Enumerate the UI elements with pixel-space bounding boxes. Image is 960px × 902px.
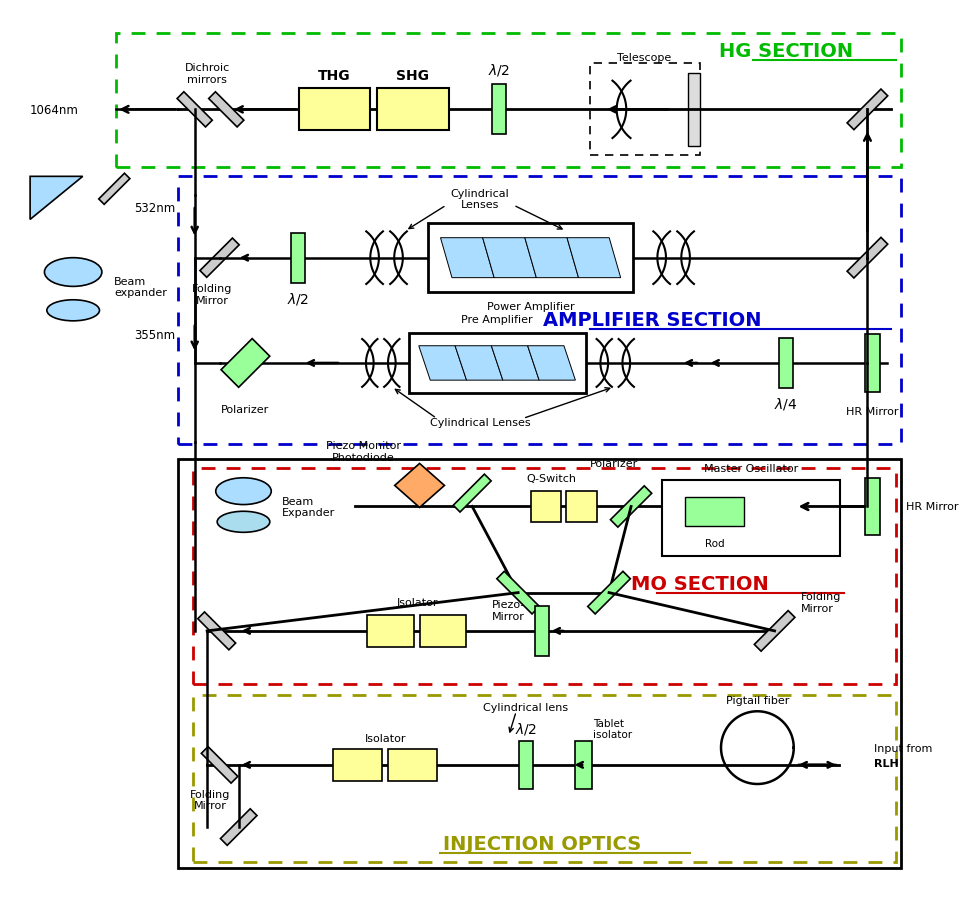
Text: Dichroic
mirrors: Dichroic mirrors — [184, 63, 229, 85]
Polygon shape — [30, 177, 83, 220]
Text: HG SECTION: HG SECTION — [719, 41, 853, 60]
Text: Cylindrical Lenses: Cylindrical Lenses — [429, 418, 530, 428]
Polygon shape — [847, 90, 888, 131]
Text: $\lambda$/2: $\lambda$/2 — [488, 62, 510, 78]
Text: AMPLIFIER SECTION: AMPLIFIER SECTION — [542, 311, 761, 330]
Text: Pre Amplifier: Pre Amplifier — [461, 315, 533, 325]
Text: $\lambda$/4: $\lambda$/4 — [775, 396, 798, 411]
Polygon shape — [221, 809, 257, 845]
Polygon shape — [492, 346, 540, 381]
Bar — [575, 741, 591, 789]
Bar — [193, 695, 896, 862]
Text: 532nm: 532nm — [133, 202, 175, 216]
Polygon shape — [483, 238, 537, 279]
Bar — [688, 74, 700, 146]
Ellipse shape — [217, 511, 270, 533]
Text: HR Mirror: HR Mirror — [905, 502, 958, 512]
Polygon shape — [525, 238, 579, 279]
Ellipse shape — [216, 478, 272, 505]
Bar — [409, 334, 586, 393]
Polygon shape — [567, 238, 621, 279]
Bar — [428, 224, 634, 293]
Text: Folding
Mirror: Folding Mirror — [190, 788, 230, 810]
Polygon shape — [497, 572, 540, 614]
Text: Piezo-
Mirror: Piezo- Mirror — [492, 599, 525, 621]
Text: 355nm: 355nm — [134, 328, 175, 341]
Bar — [179, 459, 900, 869]
Bar — [531, 492, 562, 522]
Text: Cylindrical
Lenses: Cylindrical Lenses — [450, 189, 509, 210]
Text: Input from: Input from — [875, 743, 932, 753]
Polygon shape — [198, 612, 235, 650]
Text: Master Oscillator: Master Oscillator — [704, 464, 798, 474]
Bar — [779, 338, 793, 389]
Polygon shape — [208, 93, 244, 128]
Text: Folding
Mirror: Folding Mirror — [801, 592, 841, 613]
Polygon shape — [221, 339, 270, 388]
Polygon shape — [847, 238, 888, 279]
Text: Power Amplifier: Power Amplifier — [487, 301, 574, 311]
Bar — [865, 335, 880, 392]
Polygon shape — [588, 572, 631, 614]
Text: Piezo Monitor
Photodiode: Piezo Monitor Photodiode — [325, 441, 400, 462]
Bar — [518, 741, 533, 789]
Text: SHG: SHG — [396, 69, 429, 83]
Polygon shape — [202, 747, 238, 783]
Bar — [377, 89, 448, 132]
Text: RLH: RLH — [875, 758, 899, 769]
Bar — [116, 33, 900, 168]
Polygon shape — [611, 486, 652, 528]
Polygon shape — [395, 464, 444, 508]
Bar — [865, 478, 880, 536]
Text: Polarizer: Polarizer — [222, 404, 270, 414]
Bar — [684, 497, 744, 526]
Text: INJECTION OPTICS: INJECTION OPTICS — [443, 834, 641, 853]
Bar — [193, 469, 896, 684]
Bar — [661, 480, 840, 557]
Text: Cylindrical lens: Cylindrical lens — [483, 703, 568, 713]
Bar — [566, 492, 596, 522]
Polygon shape — [99, 174, 130, 205]
Text: $\lambda$/2: $\lambda$/2 — [515, 721, 537, 737]
Bar — [388, 749, 437, 781]
Bar — [299, 89, 371, 132]
Bar — [368, 615, 414, 648]
Text: Folding
Mirror: Folding Mirror — [192, 284, 232, 306]
Polygon shape — [200, 239, 239, 278]
Bar — [291, 234, 305, 283]
Polygon shape — [441, 238, 494, 279]
Text: Tablet
isolator: Tablet isolator — [592, 718, 632, 740]
Bar — [333, 749, 382, 781]
Bar — [420, 615, 466, 648]
Bar — [589, 64, 700, 156]
Polygon shape — [419, 346, 467, 381]
Bar — [179, 177, 900, 445]
Text: Pigtail fiber: Pigtail fiber — [726, 695, 789, 705]
Text: Isolator: Isolator — [396, 597, 439, 608]
Text: Rod: Rod — [705, 538, 724, 548]
Ellipse shape — [44, 258, 102, 287]
Polygon shape — [177, 93, 212, 128]
Text: Q-Switch: Q-Switch — [527, 474, 577, 483]
Polygon shape — [528, 346, 575, 381]
Text: Isolator: Isolator — [366, 733, 407, 743]
Polygon shape — [755, 611, 795, 651]
Text: Beam
Expander: Beam Expander — [282, 496, 335, 518]
Text: Polarizer: Polarizer — [589, 459, 638, 469]
Text: Beam
expander: Beam expander — [114, 276, 167, 298]
Text: MO SECTION: MO SECTION — [631, 574, 769, 593]
Text: HR Mirror: HR Mirror — [846, 406, 899, 417]
Bar — [492, 86, 506, 135]
Text: 1064nm: 1064nm — [30, 104, 79, 116]
Text: THG: THG — [318, 69, 350, 83]
Polygon shape — [455, 346, 503, 381]
Bar — [535, 606, 549, 656]
Polygon shape — [453, 474, 492, 512]
Text: $\lambda$/2: $\lambda$/2 — [287, 290, 309, 307]
Ellipse shape — [47, 300, 100, 321]
Text: Telescope: Telescope — [617, 52, 672, 62]
